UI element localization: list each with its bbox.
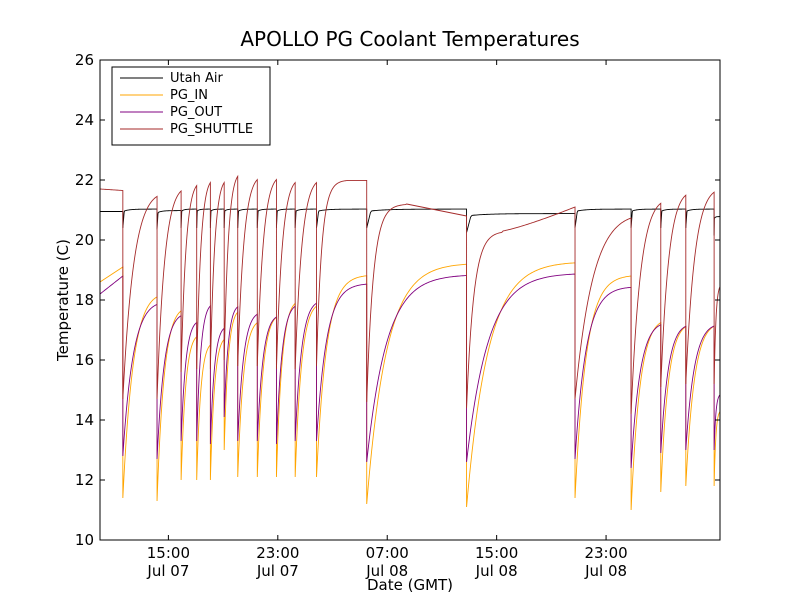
y-axis-label: Temperature (C) [54,239,72,362]
series-line-pg-shuttle [100,174,720,415]
y-tick-label: 22 [75,171,94,189]
series-line-utah-air [100,208,720,236]
y-axis: 10 12 14 16 18 20 22 24 26 [75,51,720,549]
y-tick-label: 18 [75,291,94,309]
legend-label-utah-air: Utah Air [170,71,223,86]
x-tick-label: Jul 08 [365,562,408,580]
x-tick-label: Jul 08 [475,562,518,580]
chart-title: APOLLO PG Coolant Temperatures [240,27,579,51]
legend: Utah Air PG_IN PG_OUT PG_SHUTTLE [111,66,271,146]
x-tick-label: 07:00 [366,544,409,562]
x-tick-label: 15:00 [475,544,518,562]
x-tick-label: Jul 07 [256,562,299,580]
y-tick-label: 14 [75,411,94,429]
series-line-pg-in [100,262,720,511]
y-tick-label: 12 [75,471,94,489]
x-tick-label: Jul 08 [584,562,627,580]
x-axis-label: Date (GMT) [367,576,453,594]
y-tick-label: 24 [75,111,94,129]
y-tick-label: 16 [75,351,94,369]
x-tick-label: 23:00 [256,544,299,562]
legend-label-pg-out: PG_OUT [170,105,222,120]
series-line-pg-out [100,273,720,469]
x-tick-label: 15:00 [147,544,190,562]
series-layer [100,174,720,511]
y-tick-label: 20 [75,231,94,249]
y-tick-label: 26 [75,51,94,69]
legend-label-pg-shuttle: PG_SHUTTLE [170,122,253,137]
x-tick-label: Jul 07 [146,562,189,580]
legend-label-pg-in: PG_IN [170,88,208,103]
legend-box [111,66,271,146]
y-tick-label: 10 [75,531,94,549]
x-tick-label: 23:00 [584,544,627,562]
